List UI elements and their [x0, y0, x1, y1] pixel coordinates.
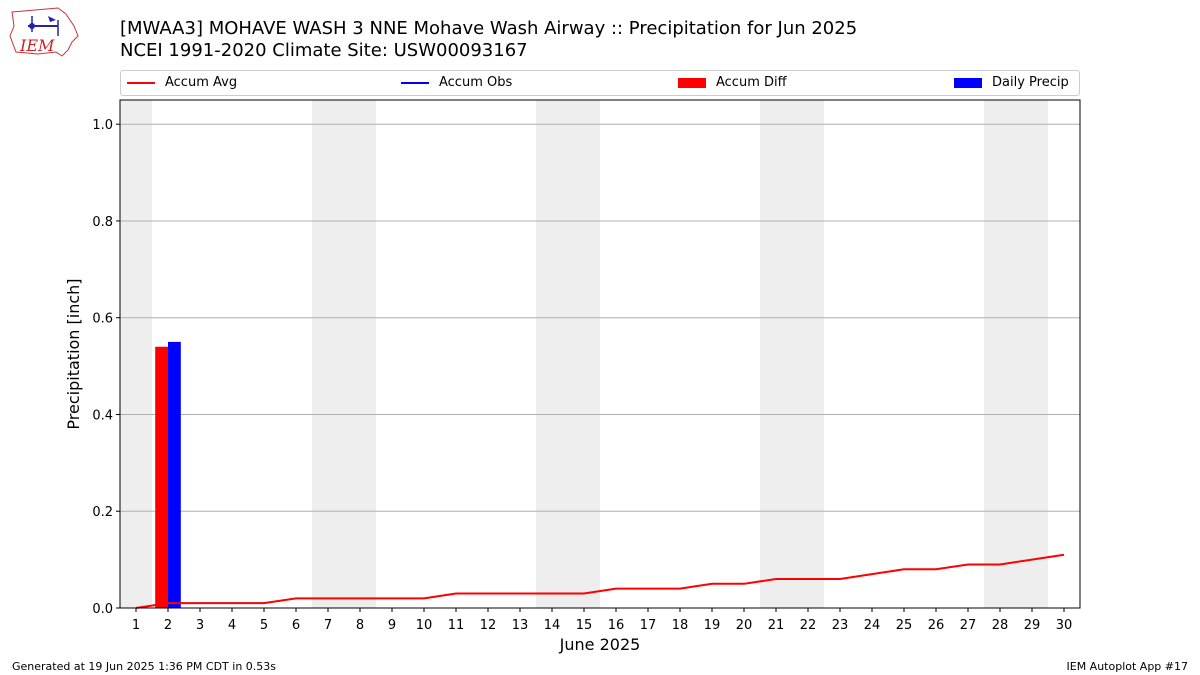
x-tick-label: 9: [388, 618, 396, 633]
x-tick-label: 24: [864, 618, 881, 633]
x-tick-label: 8: [356, 618, 364, 633]
legend-item-daily-precip: Daily Precip: [954, 75, 1069, 90]
x-tick-label: 6: [292, 618, 300, 633]
legend-swatch: [401, 81, 429, 84]
weekend-shade: [312, 100, 376, 608]
weekend-shade: [120, 100, 152, 608]
x-tick-label: 7: [324, 618, 332, 633]
weekend-shade: [760, 100, 824, 608]
app-note: IEM Autoplot App #17: [1066, 660, 1189, 673]
x-tick-label: 10: [416, 618, 433, 633]
bar-daily-precip: [168, 341, 181, 608]
plot-frame: [119, 99, 1081, 609]
y-tick-label: 0.4: [92, 408, 113, 423]
x-tick-label: 16: [608, 618, 625, 633]
weekend-shade: [536, 100, 600, 608]
y-tick-label: 0.0: [92, 602, 113, 617]
generated-note: Generated at 19 Jun 2025 1:36 PM CDT in …: [12, 660, 277, 673]
y-tick-label: 0.8: [92, 215, 113, 230]
x-tick-label: 22: [800, 618, 817, 633]
x-tick-label: 12: [480, 618, 497, 633]
logo-text: IEM: [19, 36, 55, 55]
x-tick-label: 30: [1056, 618, 1073, 633]
line-accum-avg: [135, 553, 1065, 609]
iem-logo: IEM: [9, 7, 79, 57]
x-tick-label: 1: [132, 618, 140, 633]
legend-label: Accum Diff: [716, 75, 787, 90]
x-tick-label: 25: [896, 618, 913, 633]
x-tick-label: 11: [448, 618, 465, 633]
x-tick-label: 13: [512, 618, 529, 633]
x-tick-label: 19: [704, 618, 721, 633]
legend-label: Accum Avg: [165, 75, 238, 90]
x-tick-label: 23: [832, 618, 849, 633]
legend-item-accum-diff: Accum Diff: [678, 75, 787, 90]
x-tick-label: 20: [736, 618, 753, 633]
chart-subtitle: NCEI 1991-2020 Climate Site: USW00093167: [120, 40, 528, 61]
x-tick-label: 28: [992, 618, 1009, 633]
legend-item-accum-obs: Accum Obs: [401, 75, 512, 90]
x-tick-label: 27: [960, 618, 977, 633]
legend-swatch: [678, 77, 706, 88]
x-tick-label: 14: [544, 618, 561, 633]
legend-label: Accum Obs: [439, 75, 513, 90]
x-tick-label: 15: [576, 618, 593, 633]
legend: Accum Avg Accum Obs Accum Diff Daily Pre…: [120, 70, 1080, 96]
bar-accum-diff: [155, 346, 168, 608]
x-tick-label: 2: [164, 618, 172, 633]
x-tick-label: 4: [228, 618, 236, 633]
weekend-shade: [984, 100, 1048, 608]
x-tick-label: 17: [640, 618, 657, 633]
legend-label: Daily Precip: [992, 75, 1069, 90]
y-tick-label: 1.0: [92, 118, 113, 133]
x-tick-label: 3: [196, 618, 204, 633]
x-tick-label: 18: [672, 618, 689, 633]
y-tick-label: 0.2: [92, 505, 113, 520]
x-tick-label: 21: [768, 618, 785, 633]
chart-title: [MWAA3] MOHAVE WASH 3 NNE Mohave Wash Ai…: [120, 18, 858, 39]
x-tick-label: 26: [928, 618, 945, 633]
x-axis-label: June 2025: [559, 635, 641, 654]
y-tick-label: 0.6: [92, 312, 113, 327]
x-tick-label: 5: [260, 618, 268, 633]
legend-swatch: [127, 81, 155, 84]
legend-swatch: [954, 77, 982, 88]
x-tick-label: 29: [1024, 618, 1041, 633]
legend-item-accum-avg: Accum Avg: [127, 75, 237, 90]
y-axis-label: Precipitation [inch]: [64, 278, 83, 429]
